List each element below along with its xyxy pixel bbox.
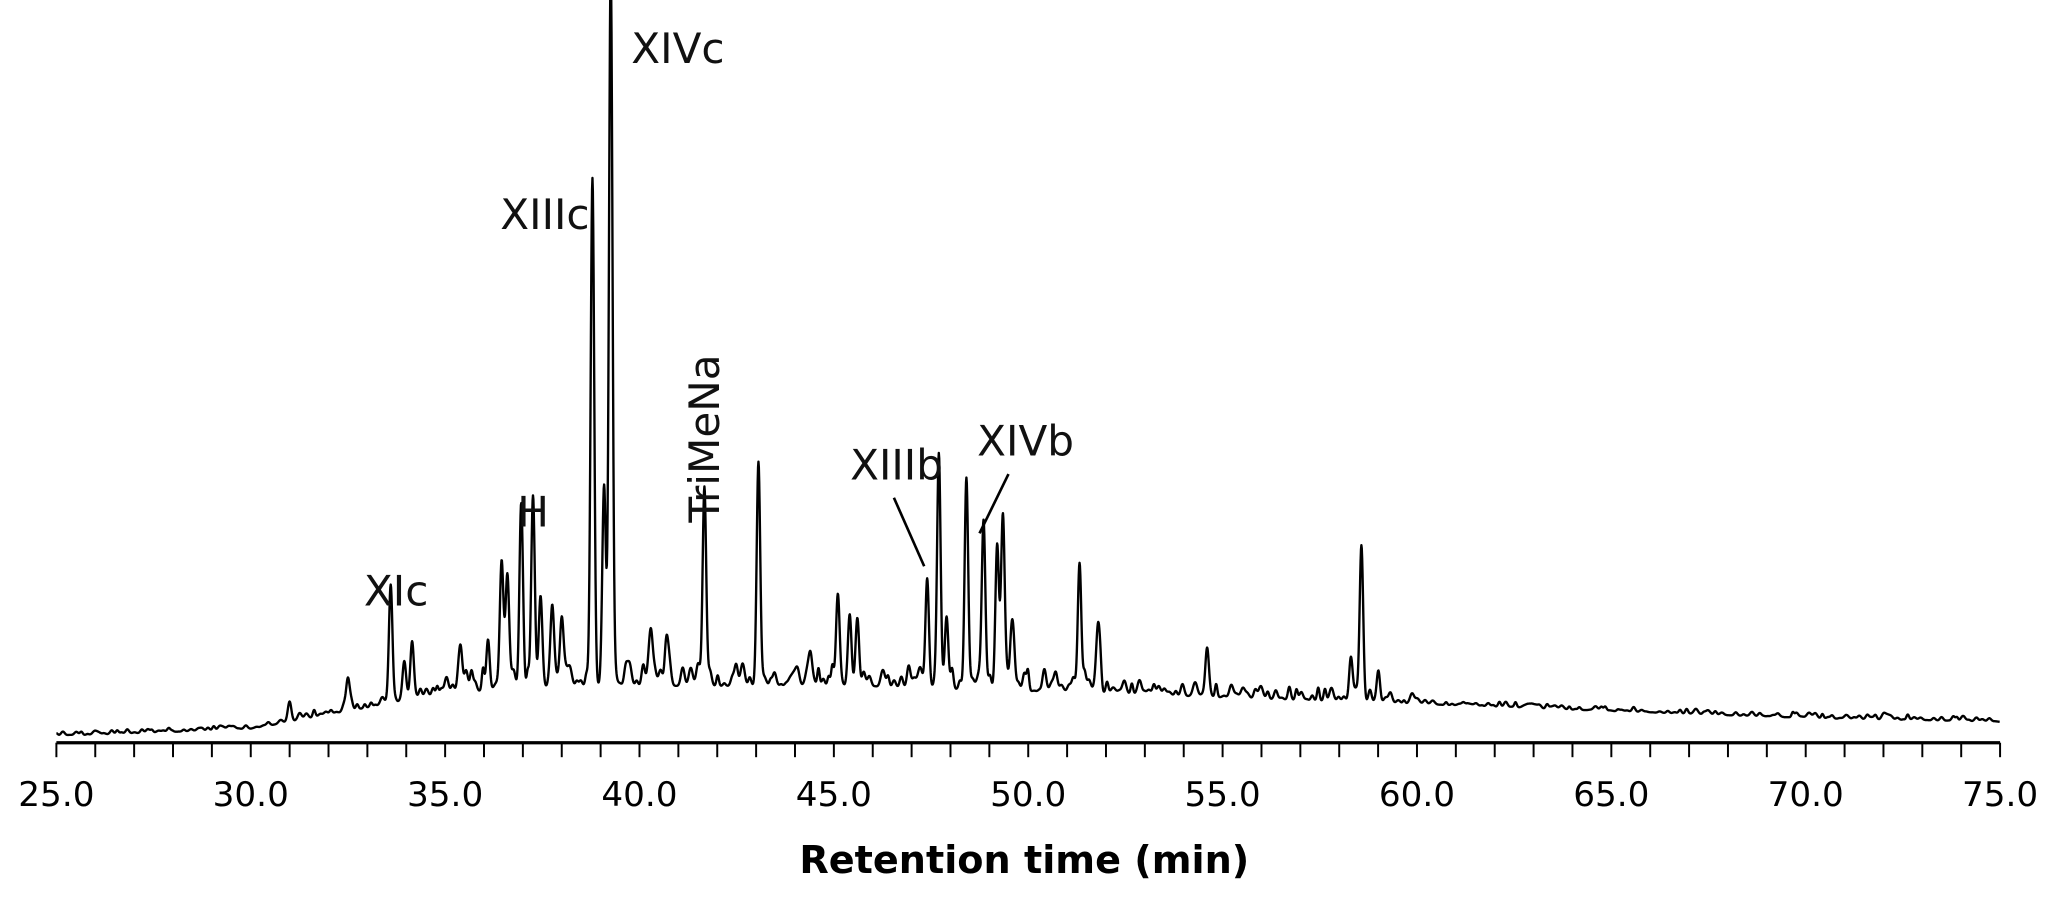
x-tick-label: 40.0 [601, 775, 677, 815]
x-tick-label: 35.0 [407, 775, 483, 815]
leader-line-XIIIb [892, 497, 926, 567]
x-axis-ticks [55, 742, 2002, 758]
x-tick-label: 65.0 [1573, 775, 1649, 815]
x-tick-label: 25.0 [18, 775, 94, 815]
annotation-H: H [517, 488, 549, 537]
x-axis-title: Retention time (min) [799, 839, 1249, 883]
annotation-XIc: XIc [364, 567, 428, 616]
leader-line-XIVb [978, 473, 1010, 534]
chromatogram-trace [55, 0, 2001, 737]
annotation-XIVb: XIVb [977, 417, 1074, 466]
x-tick-label: 70.0 [1768, 775, 1844, 815]
x-axis-tick-labels: 25.0 30.0 35.0 40.0 45.0 50.0 55.0 60.0 65.0 70.0… [18, 775, 2038, 815]
x-tick-label: 50.0 [990, 775, 1066, 815]
annotation-XIIIb: XIIIb [850, 440, 943, 489]
annotation-TriMeNa: TriMeNa [680, 354, 729, 523]
x-tick-label: 75.0 [1962, 775, 2038, 815]
x-tick-label: 60.0 [1379, 775, 1455, 815]
x-tick-label: 45.0 [796, 775, 872, 815]
x-tick-label: 55.0 [1184, 775, 1260, 815]
trace-layer [55, 0, 2001, 737]
annotation-XIIIc: XIIIc [500, 190, 589, 239]
x-tick-label: 30.0 [213, 775, 289, 815]
annotation-XIVc: XIVc [631, 24, 724, 73]
